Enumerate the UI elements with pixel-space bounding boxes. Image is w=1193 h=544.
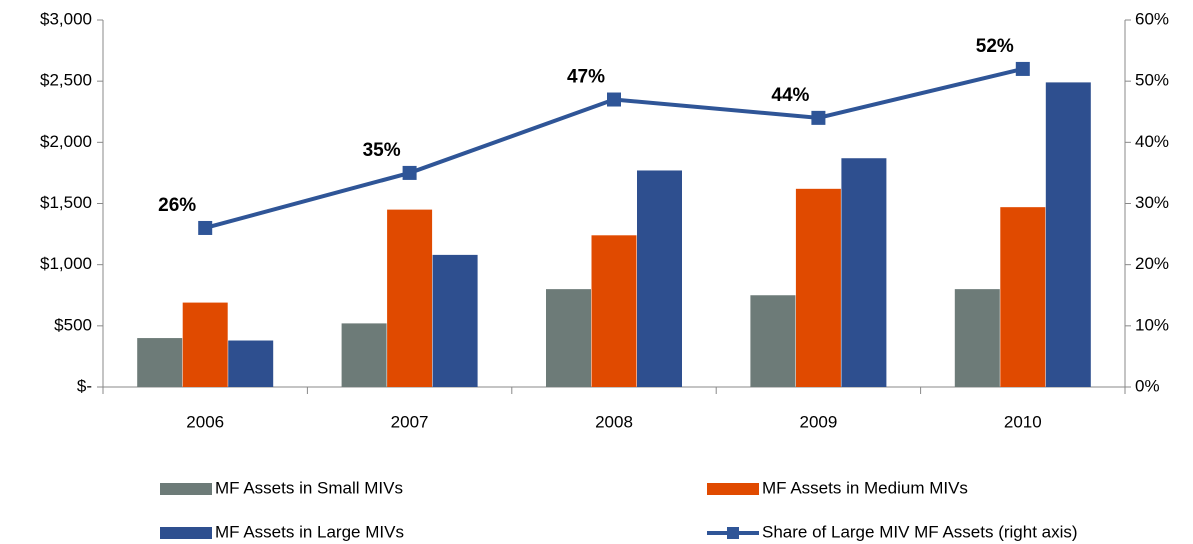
y2-tick-label: 0% [1135, 376, 1160, 395]
data-label: 52% [976, 36, 1014, 57]
y-tick-label: $3,000 [40, 9, 92, 28]
legend-label: MF Assets in Medium MIVs [762, 478, 968, 497]
legend-swatch [707, 483, 759, 495]
legend-swatch [160, 483, 212, 495]
y2-tick-label: 20% [1135, 254, 1169, 273]
bar [637, 170, 682, 387]
line-marker [1015, 61, 1030, 76]
legend-swatch [160, 527, 212, 539]
bar [795, 188, 841, 387]
bar [432, 254, 478, 387]
bar [341, 323, 387, 387]
data-label: 44% [771, 85, 809, 106]
data-label: 47% [567, 67, 605, 88]
bar [182, 302, 228, 387]
y-tick-label: $- [77, 376, 92, 395]
y-tick-label: $1,000 [40, 254, 92, 273]
y-tick-label: $500 [54, 315, 92, 334]
bar [228, 340, 274, 387]
legend-label: MF Assets in Small MIVs [215, 478, 403, 497]
y2-tick-label: 30% [1135, 193, 1169, 212]
x-tick-label: 2008 [595, 412, 633, 431]
bar [137, 338, 183, 387]
data-label: 26% [158, 195, 196, 216]
legend-label: Share of Large MIV MF Assets (right axis… [762, 522, 1078, 541]
bar [1045, 82, 1091, 387]
legend-marker [727, 527, 739, 539]
x-tick-label: 2009 [799, 412, 837, 431]
legend-label: MF Assets in Large MIVs [215, 522, 404, 541]
bar [387, 209, 433, 387]
x-tick-label: 2007 [391, 412, 429, 431]
bar [954, 289, 1000, 387]
bar [591, 235, 637, 387]
line-marker [811, 110, 826, 125]
x-tick-label: 2010 [1004, 412, 1042, 431]
y2-tick-label: 40% [1135, 132, 1169, 151]
y2-tick-label: 60% [1135, 9, 1169, 28]
bar [1000, 207, 1046, 387]
bar [546, 289, 591, 387]
data-label: 35% [363, 140, 401, 161]
y2-tick-label: 10% [1135, 315, 1169, 334]
y2-tick-label: 50% [1135, 71, 1169, 90]
y-tick-label: $2,500 [40, 71, 92, 90]
y-tick-label: $1,500 [40, 193, 92, 212]
x-tick-label: 2006 [186, 412, 224, 431]
bar [750, 295, 796, 387]
line-marker [198, 220, 213, 235]
y-tick-label: $2,000 [40, 132, 92, 151]
line-marker [402, 165, 417, 180]
bar [841, 158, 887, 387]
line-marker [607, 92, 621, 107]
